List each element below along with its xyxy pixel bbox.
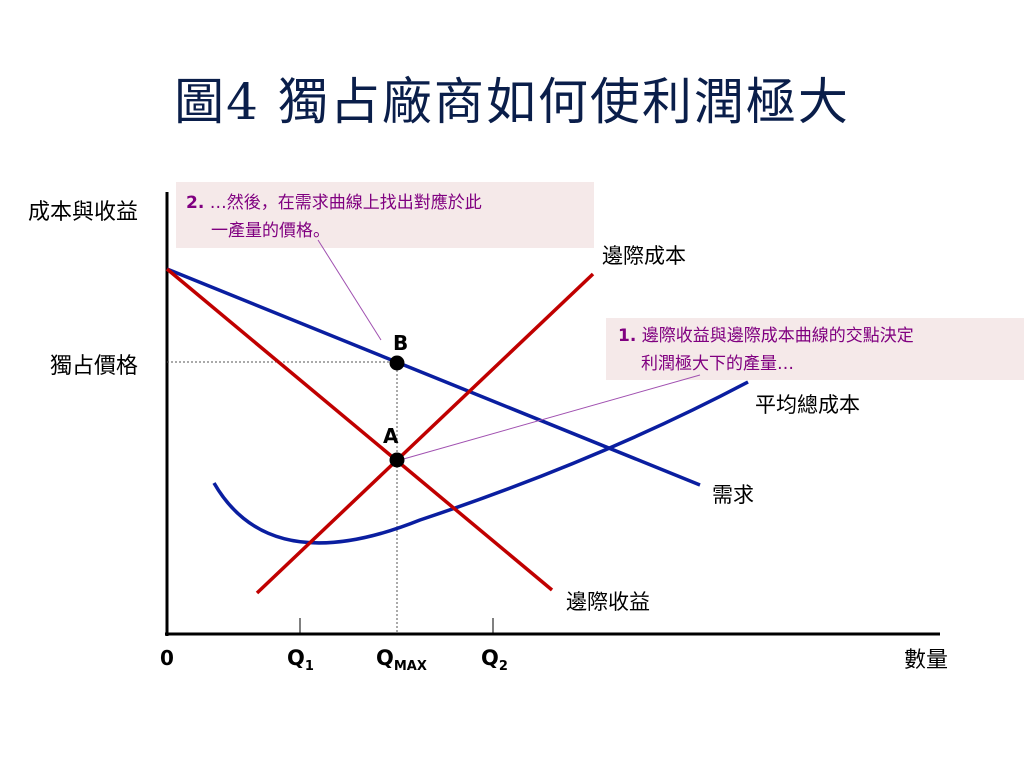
- average-total-cost-curve: [212, 380, 749, 545]
- qmax-label: QMAX: [376, 646, 427, 674]
- q1-label: Q1: [287, 646, 314, 674]
- point-a-label: A: [383, 424, 399, 448]
- marginal-cost-curve: [255, 272, 595, 595]
- annotation-1-box: [606, 318, 1024, 380]
- annotation-1-line1: 1. 邊際收益與邊際成本曲線的交點決定: [618, 326, 914, 346]
- annotation-2-box: [176, 182, 594, 248]
- demand-curve: [166, 267, 701, 487]
- annotation-1-leader: [399, 374, 701, 461]
- y-axis-label: 成本與收益: [28, 200, 138, 225]
- annotation-2-line2: 一產量的價格。: [211, 221, 330, 241]
- x-axis-label: 數量: [904, 648, 948, 673]
- point-b: [389, 355, 405, 371]
- annotation-2-line1: 2. …然後，在需求曲線上找出對應於此: [186, 192, 482, 213]
- annotation-2-leader: [317, 239, 382, 341]
- slide-title: 圖4 獨占廠商如何使利潤極大: [174, 73, 850, 131]
- monopoly-price-label: 獨占價格: [50, 354, 138, 379]
- point-a: [389, 452, 405, 468]
- average-total-cost-label: 平均總成本: [755, 393, 860, 417]
- origin-label: 0: [160, 646, 174, 670]
- annotation-1-line2: 利潤極大下的產量…: [641, 354, 794, 374]
- demand-label: 需求: [712, 483, 754, 507]
- marginal-cost-label: 邊際成本: [602, 244, 686, 268]
- marginal-revenue-label: 邊際收益: [566, 590, 650, 614]
- point-b-label: B: [393, 331, 408, 355]
- marginal-revenue-curve: [165, 267, 554, 592]
- q2-label: Q2: [481, 646, 508, 674]
